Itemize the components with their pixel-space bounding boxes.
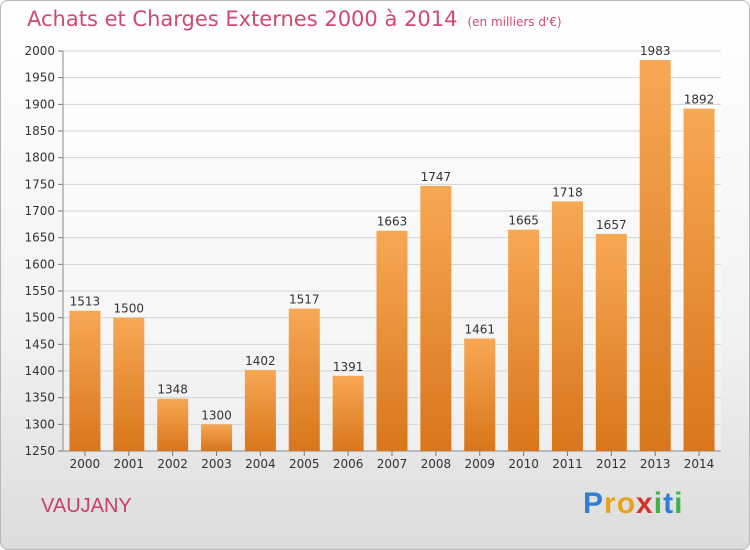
bar-2010 — [508, 229, 540, 451]
data-label: 1665 — [508, 214, 539, 228]
bar-2006 — [332, 375, 364, 451]
data-label: 1517 — [289, 293, 320, 307]
y-tick-label: 1350 — [24, 391, 55, 405]
data-label: 1300 — [201, 408, 232, 422]
x-tick-label: 2002 — [157, 457, 188, 471]
x-tick-label: 2006 — [333, 457, 364, 471]
bar-2005 — [288, 308, 320, 451]
x-tick-label: 2011 — [552, 457, 583, 471]
data-label: 1461 — [464, 322, 495, 336]
data-labels: 1513 1500 1348 1300 1402 1517 1391 1663 1747 1461… — [70, 44, 715, 422]
bar-2002 — [157, 398, 189, 451]
y-tick-label: 1550 — [24, 284, 55, 298]
x-tick-label: 2013 — [640, 457, 671, 471]
x-tick-labels: 2000 2001 2002 2003 2004 2005 2006 2007 2008 2009… — [70, 457, 715, 471]
data-label: 1513 — [70, 295, 101, 309]
bar-2004 — [244, 369, 276, 451]
y-tick-label: 1250 — [24, 444, 55, 458]
logo-letter: i — [674, 487, 684, 520]
bar-2011 — [551, 201, 583, 451]
chart-title-text: Achats et Charges Externes 2000 à 2014 — [27, 7, 458, 31]
bars — [69, 60, 715, 452]
logo-letter: i — [653, 487, 664, 520]
bar-2012 — [595, 233, 627, 451]
y-tick-label: 1650 — [24, 231, 55, 245]
y-tick-label: 1950 — [24, 71, 55, 85]
y-tick-label: 1450 — [24, 337, 55, 351]
data-label: 1718 — [552, 185, 583, 199]
data-label: 1391 — [333, 360, 364, 374]
data-label: 1663 — [377, 215, 408, 229]
data-label: 1500 — [114, 302, 145, 316]
y-tick-label: 1600 — [24, 257, 55, 271]
x-tick-label: 2007 — [377, 457, 408, 471]
y-tick-labels: 1250 1300 1350 1400 1450 1500 1550 1600 1650 1700… — [24, 44, 55, 458]
x-tick-label: 2000 — [70, 457, 101, 471]
x-tick-label: 2008 — [421, 457, 452, 471]
data-label: 1402 — [245, 354, 276, 368]
chart-title: Achats et Charges Externes 2000 à 2014 (e… — [27, 7, 562, 31]
bar-2014 — [683, 108, 715, 451]
bar-2007 — [376, 230, 408, 451]
x-tick-label: 2012 — [596, 457, 627, 471]
proxiti-logo: Proxiti — [583, 487, 683, 521]
x-tick-label: 2010 — [508, 457, 539, 471]
bar-2009 — [464, 338, 496, 451]
bar-2013 — [639, 60, 671, 452]
place-name: VAUJANY — [41, 495, 132, 517]
bar-2001 — [113, 317, 145, 451]
data-label: 1747 — [421, 170, 452, 184]
x-tick-label: 2001 — [114, 457, 145, 471]
logo-letter: t — [663, 487, 675, 520]
y-tick-label: 2000 — [24, 44, 55, 58]
y-tick-label: 1300 — [24, 417, 55, 431]
x-tick-label: 2005 — [289, 457, 320, 471]
logo-letter: x — [636, 487, 654, 520]
data-label: 1892 — [684, 93, 715, 107]
logo-letter: r — [604, 487, 617, 520]
bar-2003 — [201, 424, 233, 451]
data-label: 1657 — [596, 218, 627, 232]
data-label: 1348 — [157, 383, 188, 397]
bar-2000 — [69, 310, 101, 451]
y-tick-label: 1400 — [24, 364, 55, 378]
data-label: 1983 — [640, 44, 671, 58]
y-tick-label: 1900 — [24, 97, 55, 111]
x-tick-label: 2014 — [684, 457, 715, 471]
logo-letter: P — [583, 487, 605, 520]
chart-unit: (en milliers d'€) — [467, 15, 562, 29]
y-tick-label: 1800 — [24, 151, 55, 165]
x-tick-label: 2003 — [201, 457, 232, 471]
y-tick-label: 1850 — [24, 124, 55, 138]
y-tick-label: 1500 — [24, 311, 55, 325]
bar-2008 — [420, 185, 452, 451]
x-tick-label: 2004 — [245, 457, 276, 471]
y-tick-label: 1750 — [24, 177, 55, 191]
logo-letter: o — [616, 487, 637, 520]
y-tick-label: 1700 — [24, 204, 55, 218]
x-tick-label: 2009 — [464, 457, 495, 471]
